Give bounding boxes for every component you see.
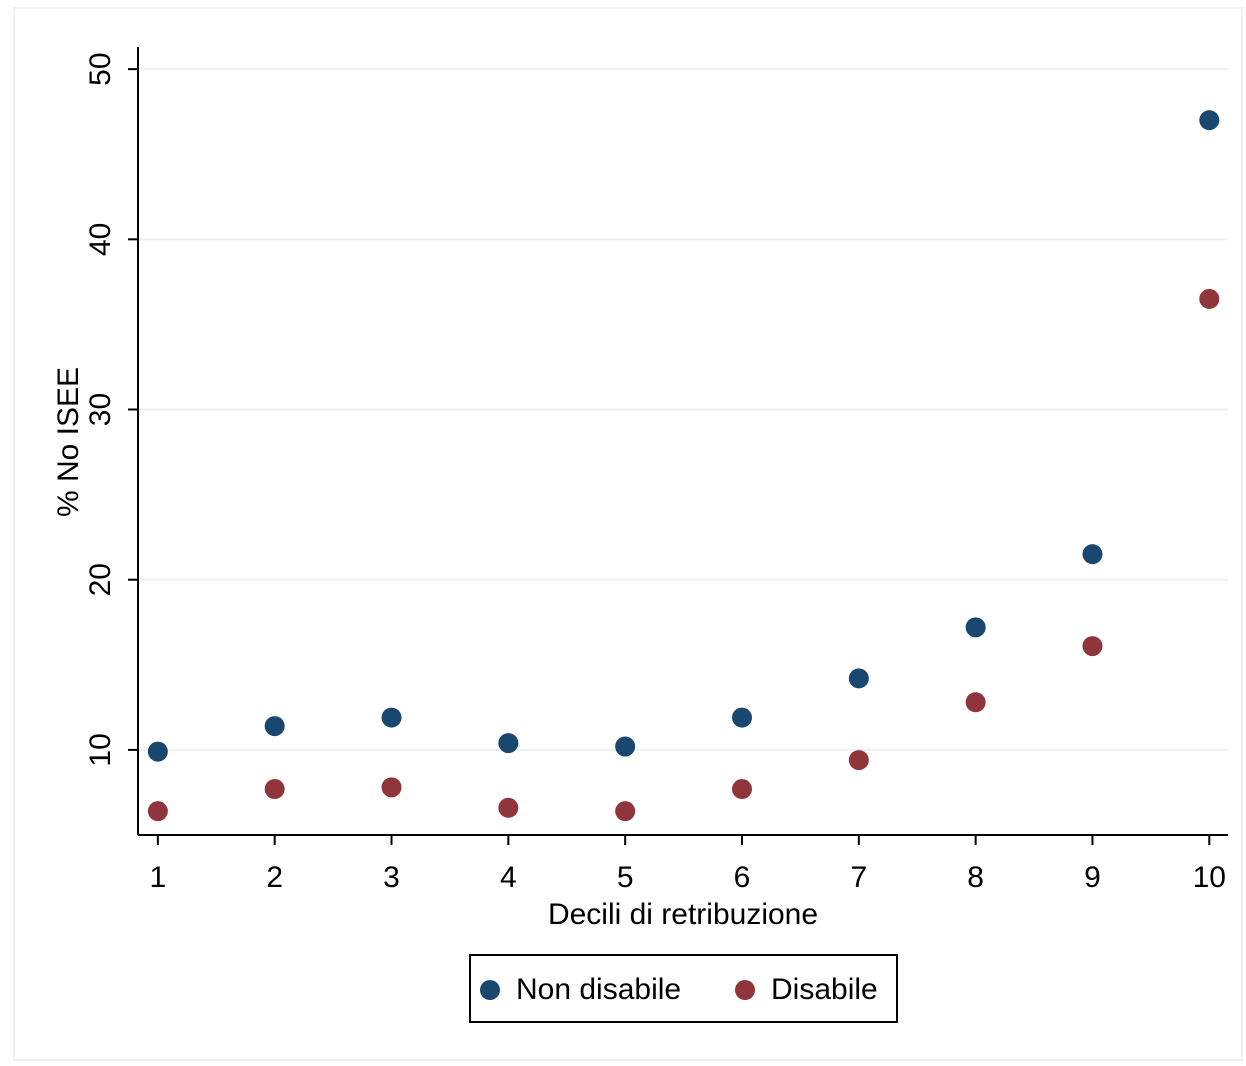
y-tick-label: 30	[84, 393, 117, 426]
legend-marker	[735, 980, 755, 1000]
x-tick-label: 6	[734, 861, 751, 894]
y-tick-label: 40	[84, 223, 117, 256]
point	[381, 777, 402, 798]
x-tick-label: 4	[500, 861, 517, 894]
y-axis-title: % No ISEE	[52, 367, 85, 517]
x-tick-label: 9	[1084, 861, 1101, 894]
x-tick-label: 1	[150, 861, 167, 894]
legend-label: Non disabile	[516, 973, 681, 1006]
point	[1082, 544, 1103, 565]
point	[147, 741, 168, 762]
point	[264, 716, 285, 737]
point	[965, 692, 986, 713]
chart-frame	[13, 7, 1243, 1061]
point	[147, 801, 168, 822]
point	[615, 801, 636, 822]
legend-marker	[480, 980, 500, 1000]
legend-label: Disabile	[771, 973, 878, 1006]
point	[848, 668, 869, 689]
point	[381, 707, 402, 728]
point	[731, 779, 752, 800]
x-tick-label: 8	[967, 861, 984, 894]
point	[498, 797, 519, 818]
point	[731, 707, 752, 728]
x-tick-label: 2	[266, 861, 283, 894]
point	[1199, 288, 1220, 309]
legend-box	[469, 954, 898, 1023]
point	[1082, 636, 1103, 657]
x-tick-label: 5	[617, 861, 634, 894]
x-tick-label: 10	[1193, 861, 1226, 894]
y-tick-label: 10	[84, 733, 117, 766]
point	[1199, 110, 1220, 131]
point	[848, 750, 869, 771]
point	[498, 733, 519, 754]
x-tick-label: 7	[850, 861, 867, 894]
point	[615, 736, 636, 757]
point	[965, 617, 986, 638]
x-axis-title: Decili di retribuzione	[548, 898, 818, 931]
x-tick-label: 3	[383, 861, 400, 894]
point	[264, 779, 285, 800]
y-tick-label: 50	[84, 52, 117, 85]
y-tick-label: 20	[84, 563, 117, 596]
